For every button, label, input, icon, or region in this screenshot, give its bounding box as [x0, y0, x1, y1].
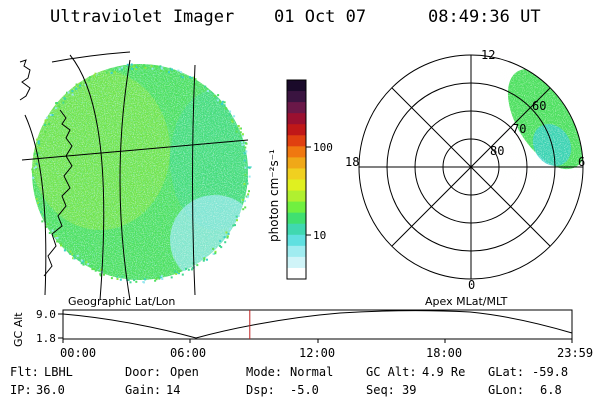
mlt-label-0: 0 [468, 278, 475, 292]
time-tick-3: 18:00 [426, 346, 462, 360]
colorbar-cell [287, 234, 306, 247]
status-gain-label: Gain: [125, 383, 162, 397]
time-tick-1: 06:00 [170, 346, 206, 360]
status-glat-label: GLat: [488, 365, 525, 379]
status-seq-label: Seq: [366, 383, 395, 397]
mlt-label-12: 12 [481, 48, 495, 62]
observation-time: 08:49:36 UT [428, 7, 541, 27]
colorbar-cell [287, 124, 306, 136]
colorbar-scale [287, 80, 306, 280]
status-door-value: Open [170, 365, 199, 379]
altitude-tick-low: 1.8 [36, 332, 56, 345]
status-filter-label: Flt: [10, 365, 39, 379]
status-ip-label: IP: [10, 383, 32, 397]
colorbar-cell [287, 256, 306, 269]
geographic-image-panel [19, 51, 252, 301]
colorbar-cell [287, 267, 306, 280]
status-gain-value: 14 [166, 383, 181, 397]
colorbar-cell [287, 223, 306, 236]
mlat-label-80: 80 [490, 144, 504, 158]
colorbar-unit-label: photon cm⁻²s⁻¹ [267, 149, 281, 242]
colorbar-cell [287, 245, 306, 258]
status-gcalt-value: 4.9 Re [422, 365, 466, 379]
colorbar-cell [287, 91, 306, 103]
status-ip-value: 36.0 [36, 383, 65, 397]
colorbar-cell [287, 135, 306, 147]
colorbar-cell [287, 168, 306, 180]
apex-polar-panel: 12 18 6 0 60 70 80 [345, 48, 585, 292]
colorbar-cell [287, 102, 306, 114]
altitude-tick-high: 9.0 [36, 308, 56, 321]
geographic-grid [21, 51, 249, 301]
coastline [19, 59, 73, 277]
status-glat-value: -59.8 [532, 365, 569, 379]
status-seq-value: 39 [402, 383, 417, 397]
status-mode-label: Mode: [246, 365, 283, 379]
right-panel-caption: Apex MLat/MLT [425, 295, 508, 308]
colorbar-cell [287, 212, 306, 225]
mlat-label-60: 60 [532, 99, 546, 113]
colorbar-cell [287, 190, 306, 203]
altitude-curve [62, 310, 573, 339]
colorbar-cell [287, 80, 306, 92]
image-edge-speckle [31, 63, 252, 284]
left-panel-caption: Geographic Lat/Lon [68, 295, 175, 308]
time-tick-2: 12:00 [299, 346, 335, 360]
colorbar-frame [286, 79, 307, 280]
instrument-title: Ultraviolet Imager [50, 7, 235, 27]
colorbar-cell [287, 201, 306, 214]
status-glon-label: GLon: [488, 383, 525, 397]
mlt-label-18: 18 [345, 155, 359, 169]
status-mode-value: Normal [290, 365, 334, 379]
status-dsp-label: Dsp: [246, 383, 275, 397]
colorbar-cell [287, 146, 306, 158]
mlat-label-70: 70 [512, 122, 526, 136]
status-filter-value: LBHL [44, 365, 73, 379]
colorbar-cell [287, 157, 306, 169]
altitude-plot: 9.0 1.8 GC Alt 00:00 06:00 12:00 18:00 2… [12, 308, 593, 360]
colorbar: 100 10 photon cm⁻²s⁻¹ [267, 79, 333, 280]
polar-grid [358, 54, 584, 280]
status-glon-value: 6.8 [540, 383, 562, 397]
status-gcalt-label: GC Alt: [366, 365, 417, 379]
time-tick-4: 23:59 [557, 346, 593, 360]
colorbar-cell [287, 113, 306, 125]
colorbar-tick-label-100: 100 [313, 141, 333, 154]
mlt-label-6: 6 [578, 155, 585, 169]
observation-date: 01 Oct 07 [274, 7, 367, 27]
altitude-axis-title: GC Alt [12, 312, 25, 347]
status-door-label: Door: [125, 365, 162, 379]
colorbar-cell [287, 179, 306, 192]
image-noise-teal [32, 64, 248, 280]
status-dsp-value: -5.0 [290, 383, 319, 397]
colorbar-tick-label-10: 10 [313, 229, 326, 242]
time-tick-0: 00:00 [60, 346, 96, 360]
